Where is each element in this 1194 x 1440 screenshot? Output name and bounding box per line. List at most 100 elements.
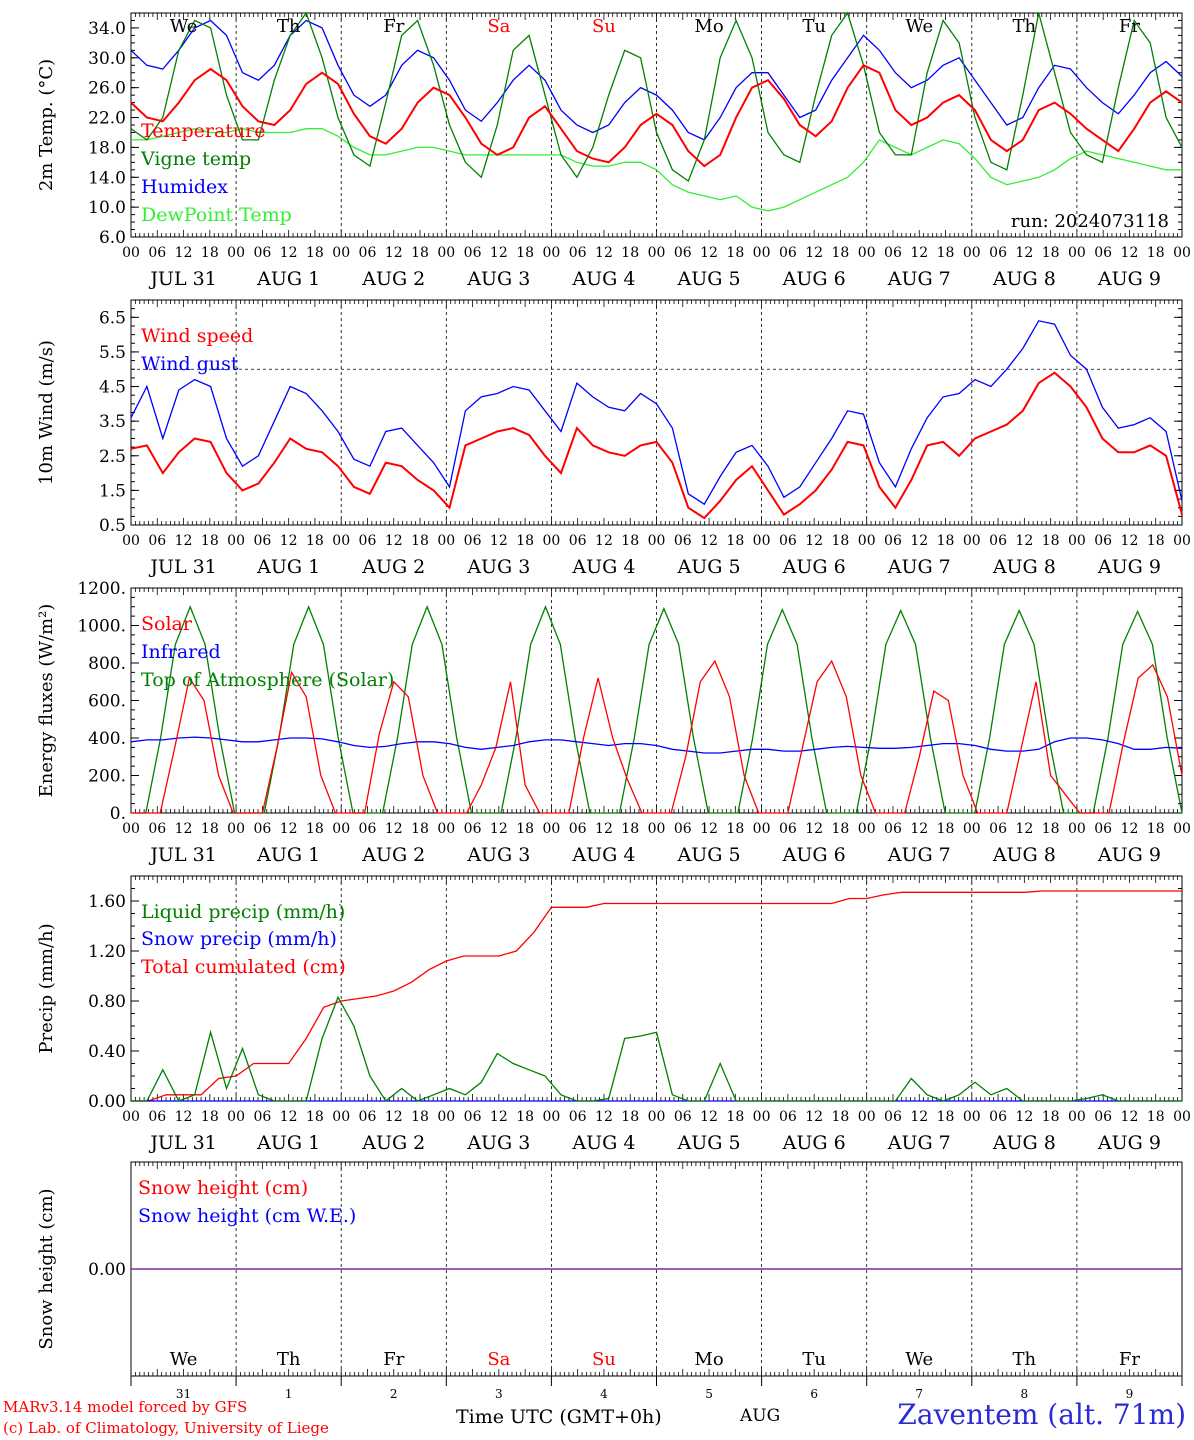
date-label: AUG 5 [677,268,741,290]
hour-tick-label: 12 [910,245,928,261]
date-label: AUG 3 [466,844,530,866]
day-number: 7 [915,1387,923,1401]
y-tick-label: 6.5 [99,308,126,328]
day-number: 5 [705,1387,713,1401]
hour-tick-label: 12 [700,821,718,837]
hour-tick-label: 18 [937,1109,955,1125]
panel-3 [130,587,1183,814]
hour-tick-label: 12 [700,533,718,549]
hour-tick-label: 18 [306,1109,324,1125]
series-line-infrared [130,736,1183,754]
date-label: AUG 7 [887,556,951,578]
hour-tick-label: 18 [411,533,429,549]
hour-tick-label: 12 [1015,245,1033,261]
hour-tick-label: 00 [227,1109,245,1125]
hour-tick-label: 00 [648,245,666,261]
hour-tick-label: 18 [937,533,955,549]
day-number: 2 [390,1387,398,1401]
legend-entry: DewPoint Temp [141,204,292,226]
hour-tick-label: 18 [832,533,850,549]
hour-tick-label: 06 [253,821,271,837]
hour-tick-label: 06 [1094,245,1112,261]
hour-tick-label: 00 [753,533,771,549]
hour-tick-label: 00 [122,821,140,837]
hour-tick-label: 18 [937,821,955,837]
series-line-vigne-temp [130,11,1183,183]
y-tick-label: 0.00 [88,1260,126,1280]
hour-tick-label: 18 [832,821,850,837]
hour-tick-label: 06 [148,821,166,837]
hour-tick-label: 06 [989,533,1007,549]
series-line-solar [131,659,1183,814]
hour-tick-label: 00 [648,821,666,837]
hour-tick-label: 18 [201,1109,219,1125]
date-label: AUG 3 [466,556,530,578]
y-tick-label: 18.0 [88,138,126,158]
day-number: 4 [600,1387,608,1401]
date-label: AUG 7 [887,844,951,866]
date-label: AUG 3 [466,268,530,290]
hour-tick-label: 00 [1173,1109,1191,1125]
date-label: AUG 9 [1097,844,1161,866]
day-name: Fr [1119,16,1140,37]
model-credit: MARv3.14 model forced by GFS [3,1398,248,1416]
date-label: AUG 7 [887,268,951,290]
hour-tick-label: 18 [306,245,324,261]
y-tick-label: 1.5 [99,481,126,501]
hour-tick-label: 18 [1147,245,1165,261]
hour-tick-label: 18 [1042,1109,1060,1125]
y-tick-label: 22.0 [88,109,126,129]
day-name: Fr [383,16,404,37]
hour-tick-label: 18 [1147,1109,1165,1125]
hour-tick-label: 06 [884,245,902,261]
hour-tick-label: 06 [359,533,377,549]
y-tick-label: 400. [88,729,126,749]
y-tick-label: 2.5 [99,447,126,467]
day-name: Th [277,16,301,37]
y-tick-label: 600. [88,692,126,712]
hour-tick-label: 06 [674,1109,692,1125]
hour-tick-label: 00 [753,821,771,837]
date-label: AUG 6 [782,556,846,578]
hour-tick-label: 18 [621,821,639,837]
hour-tick-label: 18 [1042,533,1060,549]
hour-tick-label: 00 [648,1109,666,1125]
day-number: 3 [495,1387,503,1401]
hour-tick-label: 06 [884,821,902,837]
date-label: AUG 2 [361,556,425,578]
hour-tick-label: 18 [621,1109,639,1125]
hour-tick-label: 12 [1015,821,1033,837]
y-tick-label: 6.0 [99,228,126,248]
date-label: AUG 5 [677,556,741,578]
hour-tick-label: 00 [227,533,245,549]
hour-tick-label: 12 [595,245,613,261]
series-line-liquid-precip-mm-h- [131,995,1182,1102]
hour-tick-label: 18 [726,1109,744,1125]
hour-tick-label: 00 [858,821,876,837]
hour-tick-label: 12 [1121,1109,1139,1125]
hour-tick-label: 12 [1121,533,1139,549]
hour-tick-label: 12 [280,533,298,549]
date-label: AUG 5 [677,844,741,866]
date-label: JUL 31 [148,844,216,866]
legend-entry: Total cumulated (cm) [141,956,346,978]
hour-tick-label: 00 [1173,533,1191,549]
hour-tick-label: 00 [858,533,876,549]
hour-tick-label: 18 [306,533,324,549]
month-label: AUG [740,1406,781,1426]
hour-tick-label: 06 [884,1109,902,1125]
date-label: AUG 4 [571,556,635,578]
hour-tick-label: 06 [779,821,797,837]
hour-tick-label: 06 [779,245,797,261]
hour-tick-label: 06 [148,533,166,549]
hour-tick-label: 00 [1068,821,1086,837]
day-number: 1 [285,1387,293,1401]
hour-tick-label: 06 [569,245,587,261]
hour-tick-label: 18 [621,533,639,549]
day-name: We [905,16,933,37]
hour-tick-label: 12 [280,245,298,261]
date-label: AUG 5 [677,1132,741,1154]
panel-4 [130,875,1183,1102]
date-label: AUG 2 [361,268,425,290]
hour-tick-label: 12 [700,245,718,261]
